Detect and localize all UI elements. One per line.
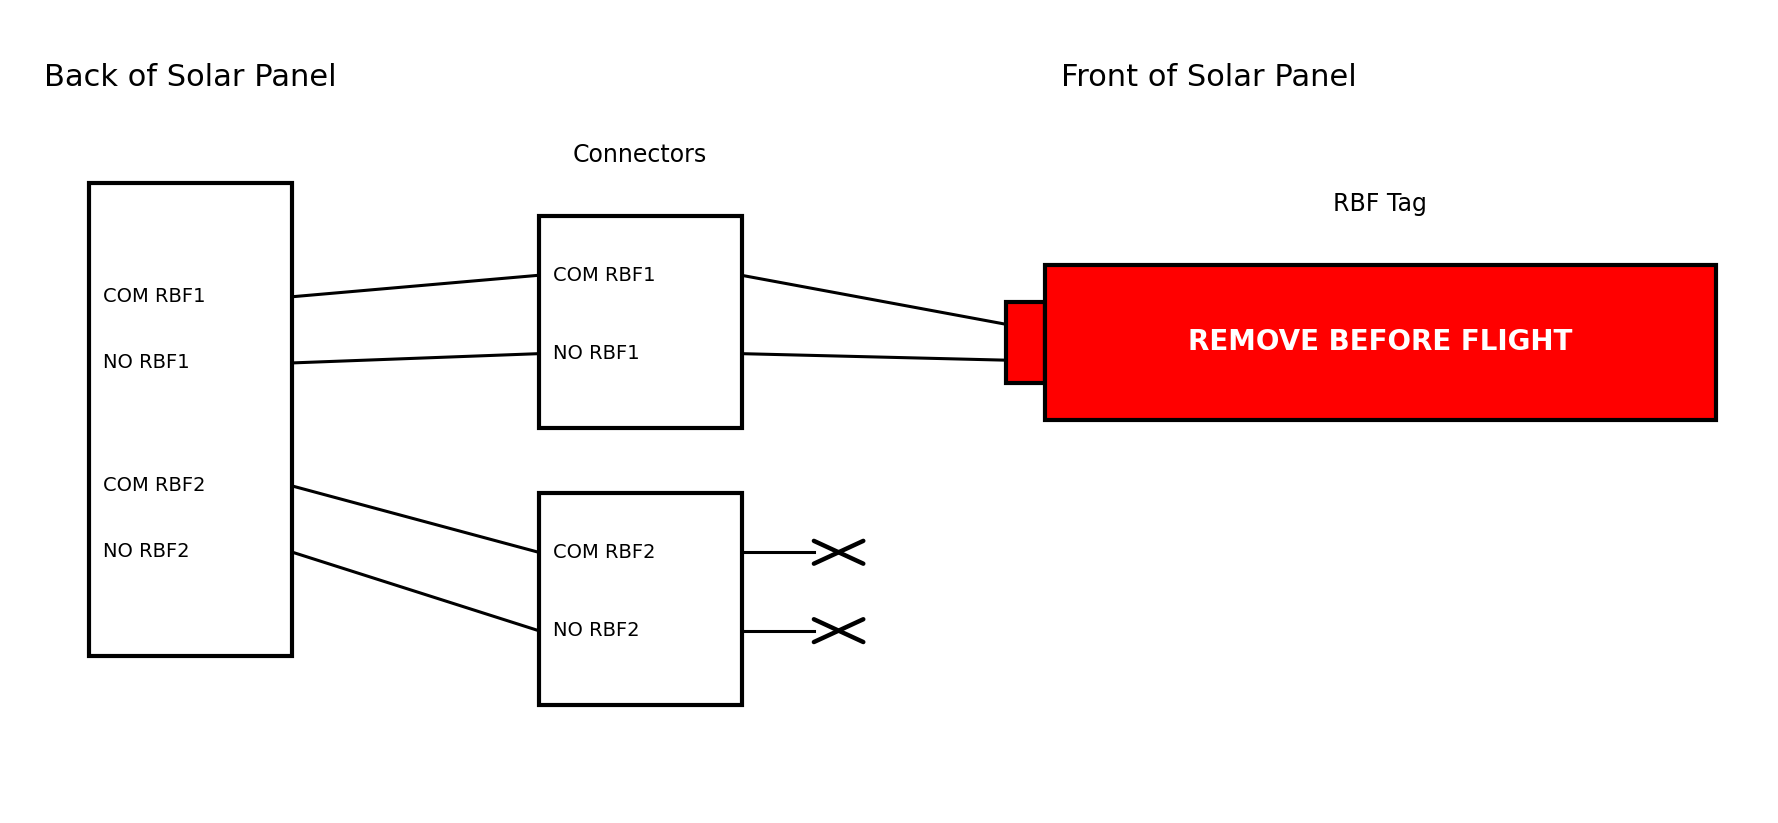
Bar bbox=[539, 216, 741, 428]
Text: REMOVE BEFORE FLIGHT: REMOVE BEFORE FLIGHT bbox=[1188, 328, 1572, 356]
Bar bbox=[539, 493, 741, 704]
Text: COM RBF2: COM RBF2 bbox=[103, 477, 204, 495]
Bar bbox=[89, 184, 292, 656]
Text: RBF Tag: RBF Tag bbox=[1334, 192, 1428, 216]
Text: Back of Solar Panel: Back of Solar Panel bbox=[44, 63, 336, 92]
Text: COM RBF1: COM RBF1 bbox=[103, 287, 204, 306]
Text: NO RBF2: NO RBF2 bbox=[553, 621, 640, 640]
Text: COM RBF1: COM RBF1 bbox=[553, 266, 656, 285]
Bar bbox=[1006, 301, 1045, 383]
Text: Front of Solar Panel: Front of Solar Panel bbox=[1061, 63, 1357, 92]
Text: COM RBF2: COM RBF2 bbox=[553, 543, 656, 562]
Text: NO RBF1: NO RBF1 bbox=[553, 344, 640, 363]
Bar bbox=[1045, 265, 1716, 420]
Text: NO RBF2: NO RBF2 bbox=[103, 542, 190, 561]
Text: Connectors: Connectors bbox=[573, 143, 708, 167]
Text: NO RBF1: NO RBF1 bbox=[103, 353, 190, 373]
